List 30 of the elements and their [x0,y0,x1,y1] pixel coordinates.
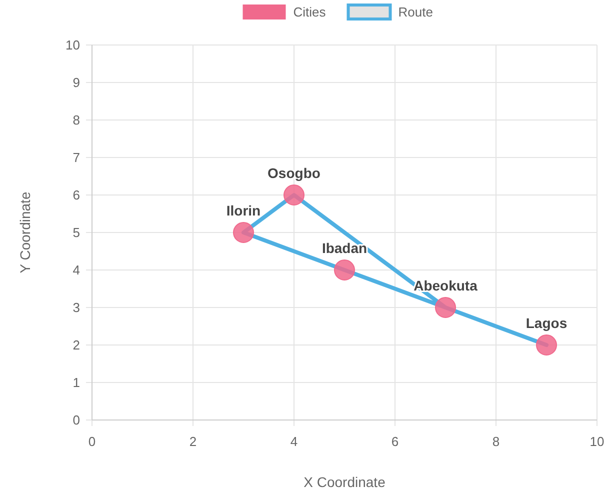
y-axis-title: Y Coordinate [17,192,33,274]
point [233,222,254,243]
x-tick-label: 8 [492,434,500,449]
y-tick-label: 9 [72,75,80,90]
y-tick-label: 8 [72,112,80,128]
annotation: Osogbo [268,165,320,181]
x-tick-label: 4 [290,434,298,449]
y-tick-label: 5 [72,225,80,240]
y-tick-label: 7 [72,150,80,166]
annotation: Lagos [526,315,568,331]
y-tick-label: 1 [72,375,80,390]
y-tick-label: 2 [72,338,80,353]
x-tick-label: 10 [590,434,604,449]
point [334,260,355,280]
y-tick-label: 6 [72,188,80,203]
x-axis-title: X Coordinate [304,474,386,490]
point [536,334,557,356]
legend-label: Cities [293,4,326,20]
annotation: Ibadan [322,240,368,256]
point [435,297,456,318]
y-tick-label: 4 [72,262,80,278]
legend-label: Route [398,4,433,20]
x-tick-label: 6 [391,434,399,449]
x-tick-label: 2 [189,434,197,449]
x-tick-label: 0 [88,434,96,449]
y-tick-label: 10 [66,38,80,53]
y-tick-label: 0 [72,412,80,428]
annotation: Ilorin [226,202,261,218]
point [284,184,304,206]
y-tick-label: 3 [72,300,80,316]
